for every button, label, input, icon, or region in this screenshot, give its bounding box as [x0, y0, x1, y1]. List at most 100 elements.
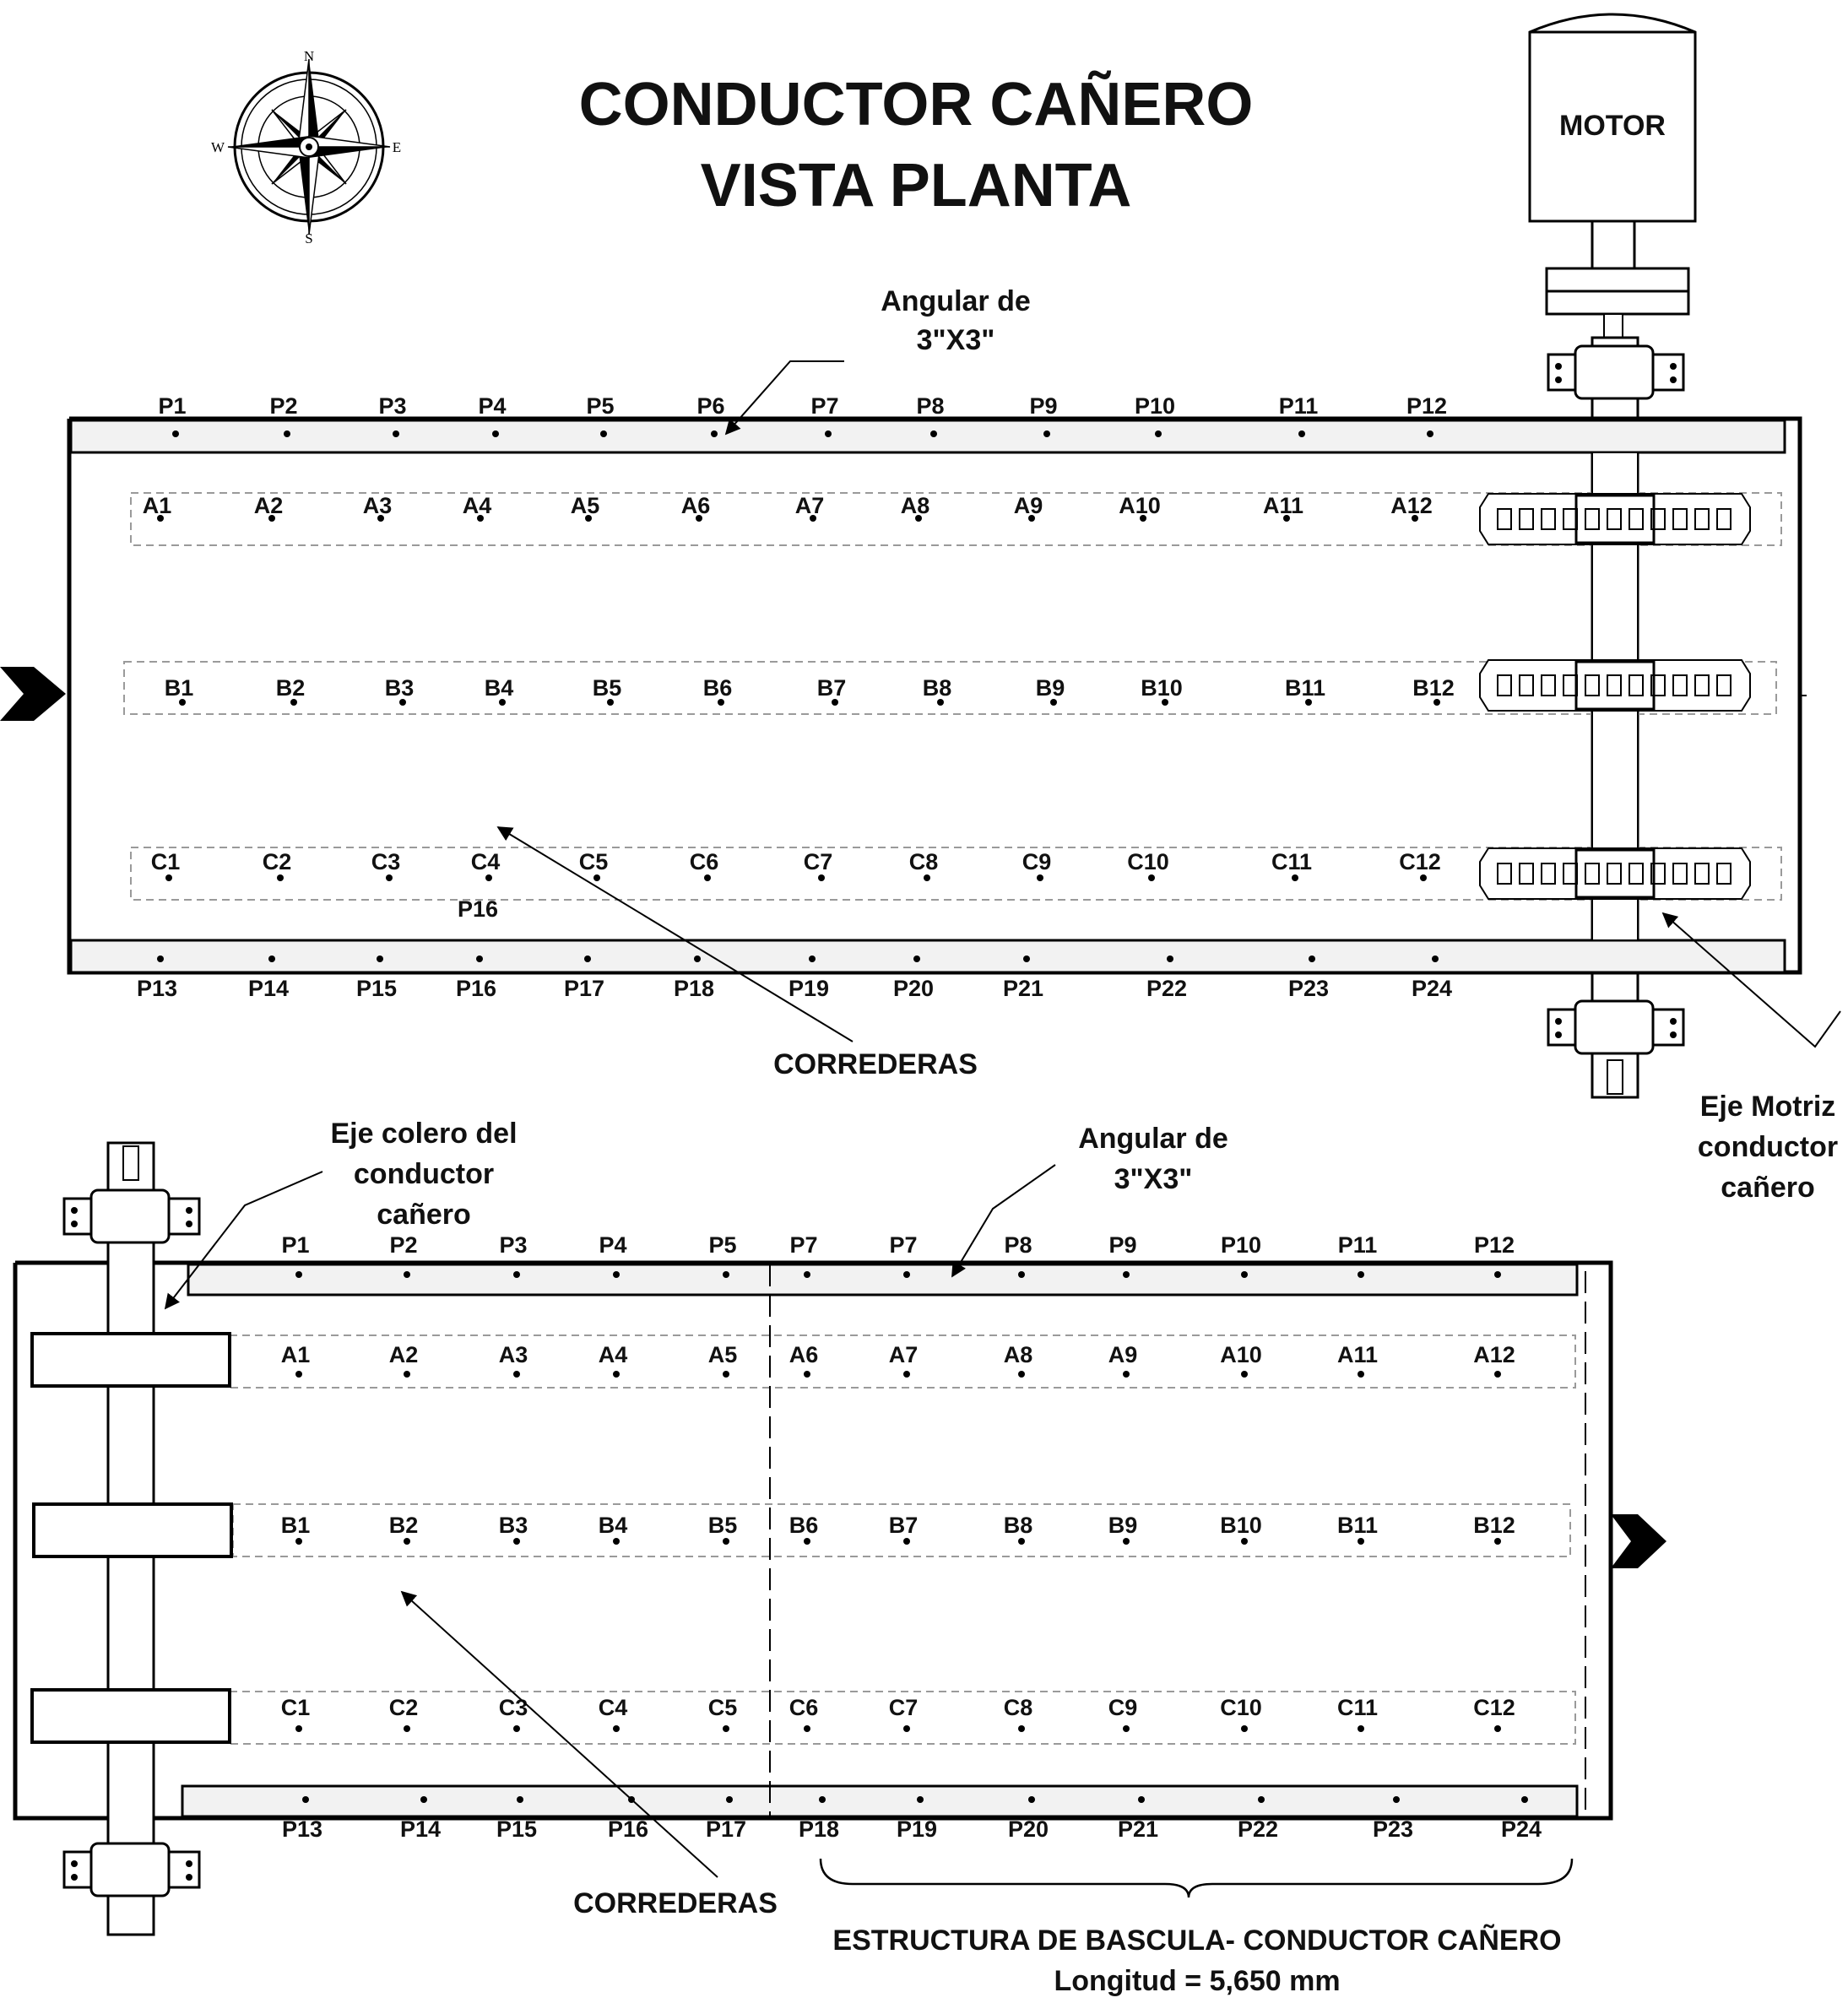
bottom-b-dot-12 [1494, 1538, 1501, 1545]
bottom-angular-rail-upper [187, 1263, 1579, 1297]
bottom-c-label-1: C1 [281, 1695, 311, 1720]
top-b-dot-10 [1162, 699, 1168, 706]
top-p-upper-dot-5 [600, 430, 607, 437]
bottom-a-label-10: A10 [1220, 1342, 1262, 1367]
top-b-label-10: B10 [1141, 675, 1183, 701]
bottom-c-dot-8 [1018, 1725, 1025, 1732]
bottom-a-label-8: A8 [1004, 1342, 1033, 1367]
top-b-dot-5 [607, 699, 614, 706]
bottom-c-dot-11 [1358, 1725, 1364, 1732]
top-b-dot-3 [399, 699, 406, 706]
sprocket-a-icon [1479, 493, 1751, 545]
bottom-p-upper-label-5: P5 [708, 1232, 736, 1258]
top-slider-a [130, 492, 1782, 546]
bottom-a-label-7: A7 [889, 1342, 919, 1367]
exit-arrow-icon [1611, 1514, 1666, 1568]
motor-label: MOTOR [1559, 110, 1666, 142]
bottom-a-dot-10 [1241, 1371, 1248, 1378]
bottom-a-label-1: A1 [281, 1342, 311, 1367]
top-c-label-10: C10 [1127, 849, 1169, 874]
bottom-p-upper-label-8: P8 [1004, 1232, 1032, 1258]
top-b-dot-11 [1305, 699, 1312, 706]
bottom-b-label-12: B12 [1473, 1513, 1515, 1538]
bottom-p-upper-dot-5 [723, 1271, 729, 1278]
title-line-1: CONDUCTOR CAÑERO [579, 70, 1254, 138]
top-c-label-11: C11 [1271, 849, 1312, 874]
compass-east: E [393, 139, 401, 155]
top-b-label-5: B5 [593, 675, 622, 701]
bottom-slider-a [229, 1334, 1576, 1389]
tail-drum-b [32, 1502, 233, 1558]
top-c-label-4: C4 [471, 849, 501, 874]
tail-shaft [30, 1141, 233, 1936]
top-b-dot-8 [937, 699, 944, 706]
bottom-slider-c [229, 1691, 1576, 1745]
top-a-dot-10 [1140, 515, 1146, 522]
bottom-a-dot-12 [1494, 1371, 1501, 1378]
bottom-a-label-4: A4 [599, 1342, 628, 1367]
drive-shaft-label-3: cañero [1721, 1172, 1815, 1204]
top-b-label-7: B7 [817, 675, 847, 701]
bottom-a-label-3: A3 [499, 1342, 528, 1367]
top-p-upper-dot-11 [1298, 430, 1305, 437]
bottom-angular-rail-lower [181, 1784, 1579, 1818]
top-p-lower-label-6: P18 [674, 976, 714, 1001]
tail-shaft-label-3: cañero [377, 1199, 471, 1231]
top-angular-rail-upper [69, 419, 1786, 454]
bottom-p-upper-label-9: P9 [1108, 1232, 1136, 1258]
top-a-dot-9 [1028, 515, 1035, 522]
bottom-p-lower-label-2: P14 [400, 1816, 441, 1842]
bottom-p-lower-dot-3 [517, 1796, 523, 1803]
bottom-p-lower-label-8: P20 [1008, 1816, 1049, 1842]
bottom-c-label-4: C4 [599, 1695, 628, 1720]
drive-shaft-label-1: Eje Motriz [1700, 1091, 1836, 1123]
bottom-a-dot-2 [404, 1371, 410, 1378]
top-b-dot-4 [499, 699, 506, 706]
top-a-dot-5 [585, 515, 592, 522]
top-c-dot-1 [165, 874, 172, 881]
bottom-a-dot-9 [1123, 1371, 1130, 1378]
top-a-label-9: A9 [1014, 493, 1043, 518]
top-c-dot-9 [1037, 874, 1043, 881]
top-p-upper-dot-12 [1427, 430, 1433, 437]
bottom-c-label-8: C8 [1004, 1695, 1033, 1720]
bottom-b-label-7: B7 [889, 1513, 919, 1538]
top-c-dot-11 [1292, 874, 1298, 881]
bottom-b-dot-11 [1358, 1538, 1364, 1545]
bottom-b-label-4: B4 [599, 1513, 628, 1538]
top-p-upper-dot-1 [172, 430, 179, 437]
bottom-c-dot-10 [1241, 1725, 1248, 1732]
top-p-lower-label-8: P20 [893, 976, 934, 1001]
bottom-p-upper-label-12: P12 [1474, 1232, 1515, 1258]
top-a-label-8: A8 [901, 493, 930, 518]
top-angular-label-2: 3"X3" [917, 324, 995, 356]
top-p-upper-dot-2 [284, 430, 290, 437]
bottom-p-lower-dot-11 [1393, 1796, 1400, 1803]
bottom-p-lower-dot-2 [420, 1796, 427, 1803]
motor: MOTOR [1528, 13, 1697, 338]
bottom-p-lower-dot-5 [726, 1796, 733, 1803]
top-c-dot-5 [593, 874, 600, 881]
top-p-upper-label-10: P10 [1135, 393, 1175, 419]
bottom-c-dot-12 [1494, 1725, 1501, 1732]
top-p-lower-dot-3 [377, 955, 383, 962]
top-p-upper-dot-9 [1043, 430, 1050, 437]
top-p-upper-dot-4 [492, 430, 499, 437]
bottom-p-upper-label-2: P2 [389, 1232, 417, 1258]
top-p-lower-label-5: P17 [564, 976, 604, 1001]
top-a-dot-12 [1412, 515, 1418, 522]
top-slider-b [123, 661, 1777, 715]
top-p-upper-label-11: P11 [1279, 393, 1319, 419]
top-p-lower-dot-8 [913, 955, 920, 962]
bottom-a-dot-11 [1358, 1371, 1364, 1378]
top-a-label-5: A5 [571, 493, 600, 518]
bottom-c-label-2: C2 [389, 1695, 419, 1720]
top-b-label-11: B11 [1285, 675, 1325, 701]
bottom-c-label-6: C6 [789, 1695, 819, 1720]
top-c-label-7: C7 [804, 849, 833, 874]
bottom-p-lower-dot-6 [819, 1796, 826, 1803]
bottom-correderas-label: CORREDERAS [573, 1887, 778, 1919]
bottom-p-lower-label-7: P19 [897, 1816, 937, 1842]
top-c-label-8: C8 [909, 849, 939, 874]
